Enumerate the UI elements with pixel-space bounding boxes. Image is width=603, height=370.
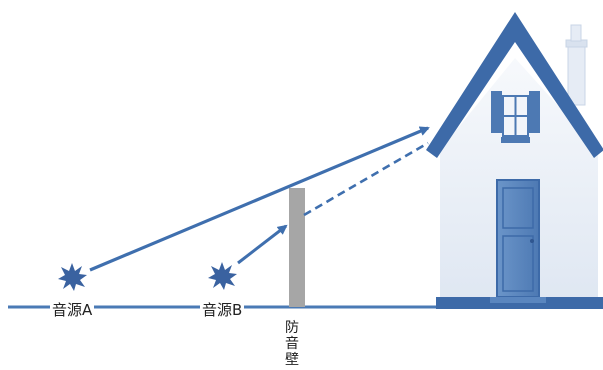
ray-diffracted-dashed <box>303 141 429 217</box>
source-b-burst-icon <box>208 262 237 290</box>
ray-source-a <box>89 126 430 272</box>
noise-barrier <box>289 188 305 307</box>
ray-source-b <box>237 224 288 265</box>
source-a-burst-icon <box>58 263 87 291</box>
source-b-label: 音源B <box>200 301 245 319</box>
barrier-label: 防音壁 <box>285 320 299 368</box>
source-a-label: 音源A <box>50 301 95 319</box>
house-icon <box>426 12 603 309</box>
